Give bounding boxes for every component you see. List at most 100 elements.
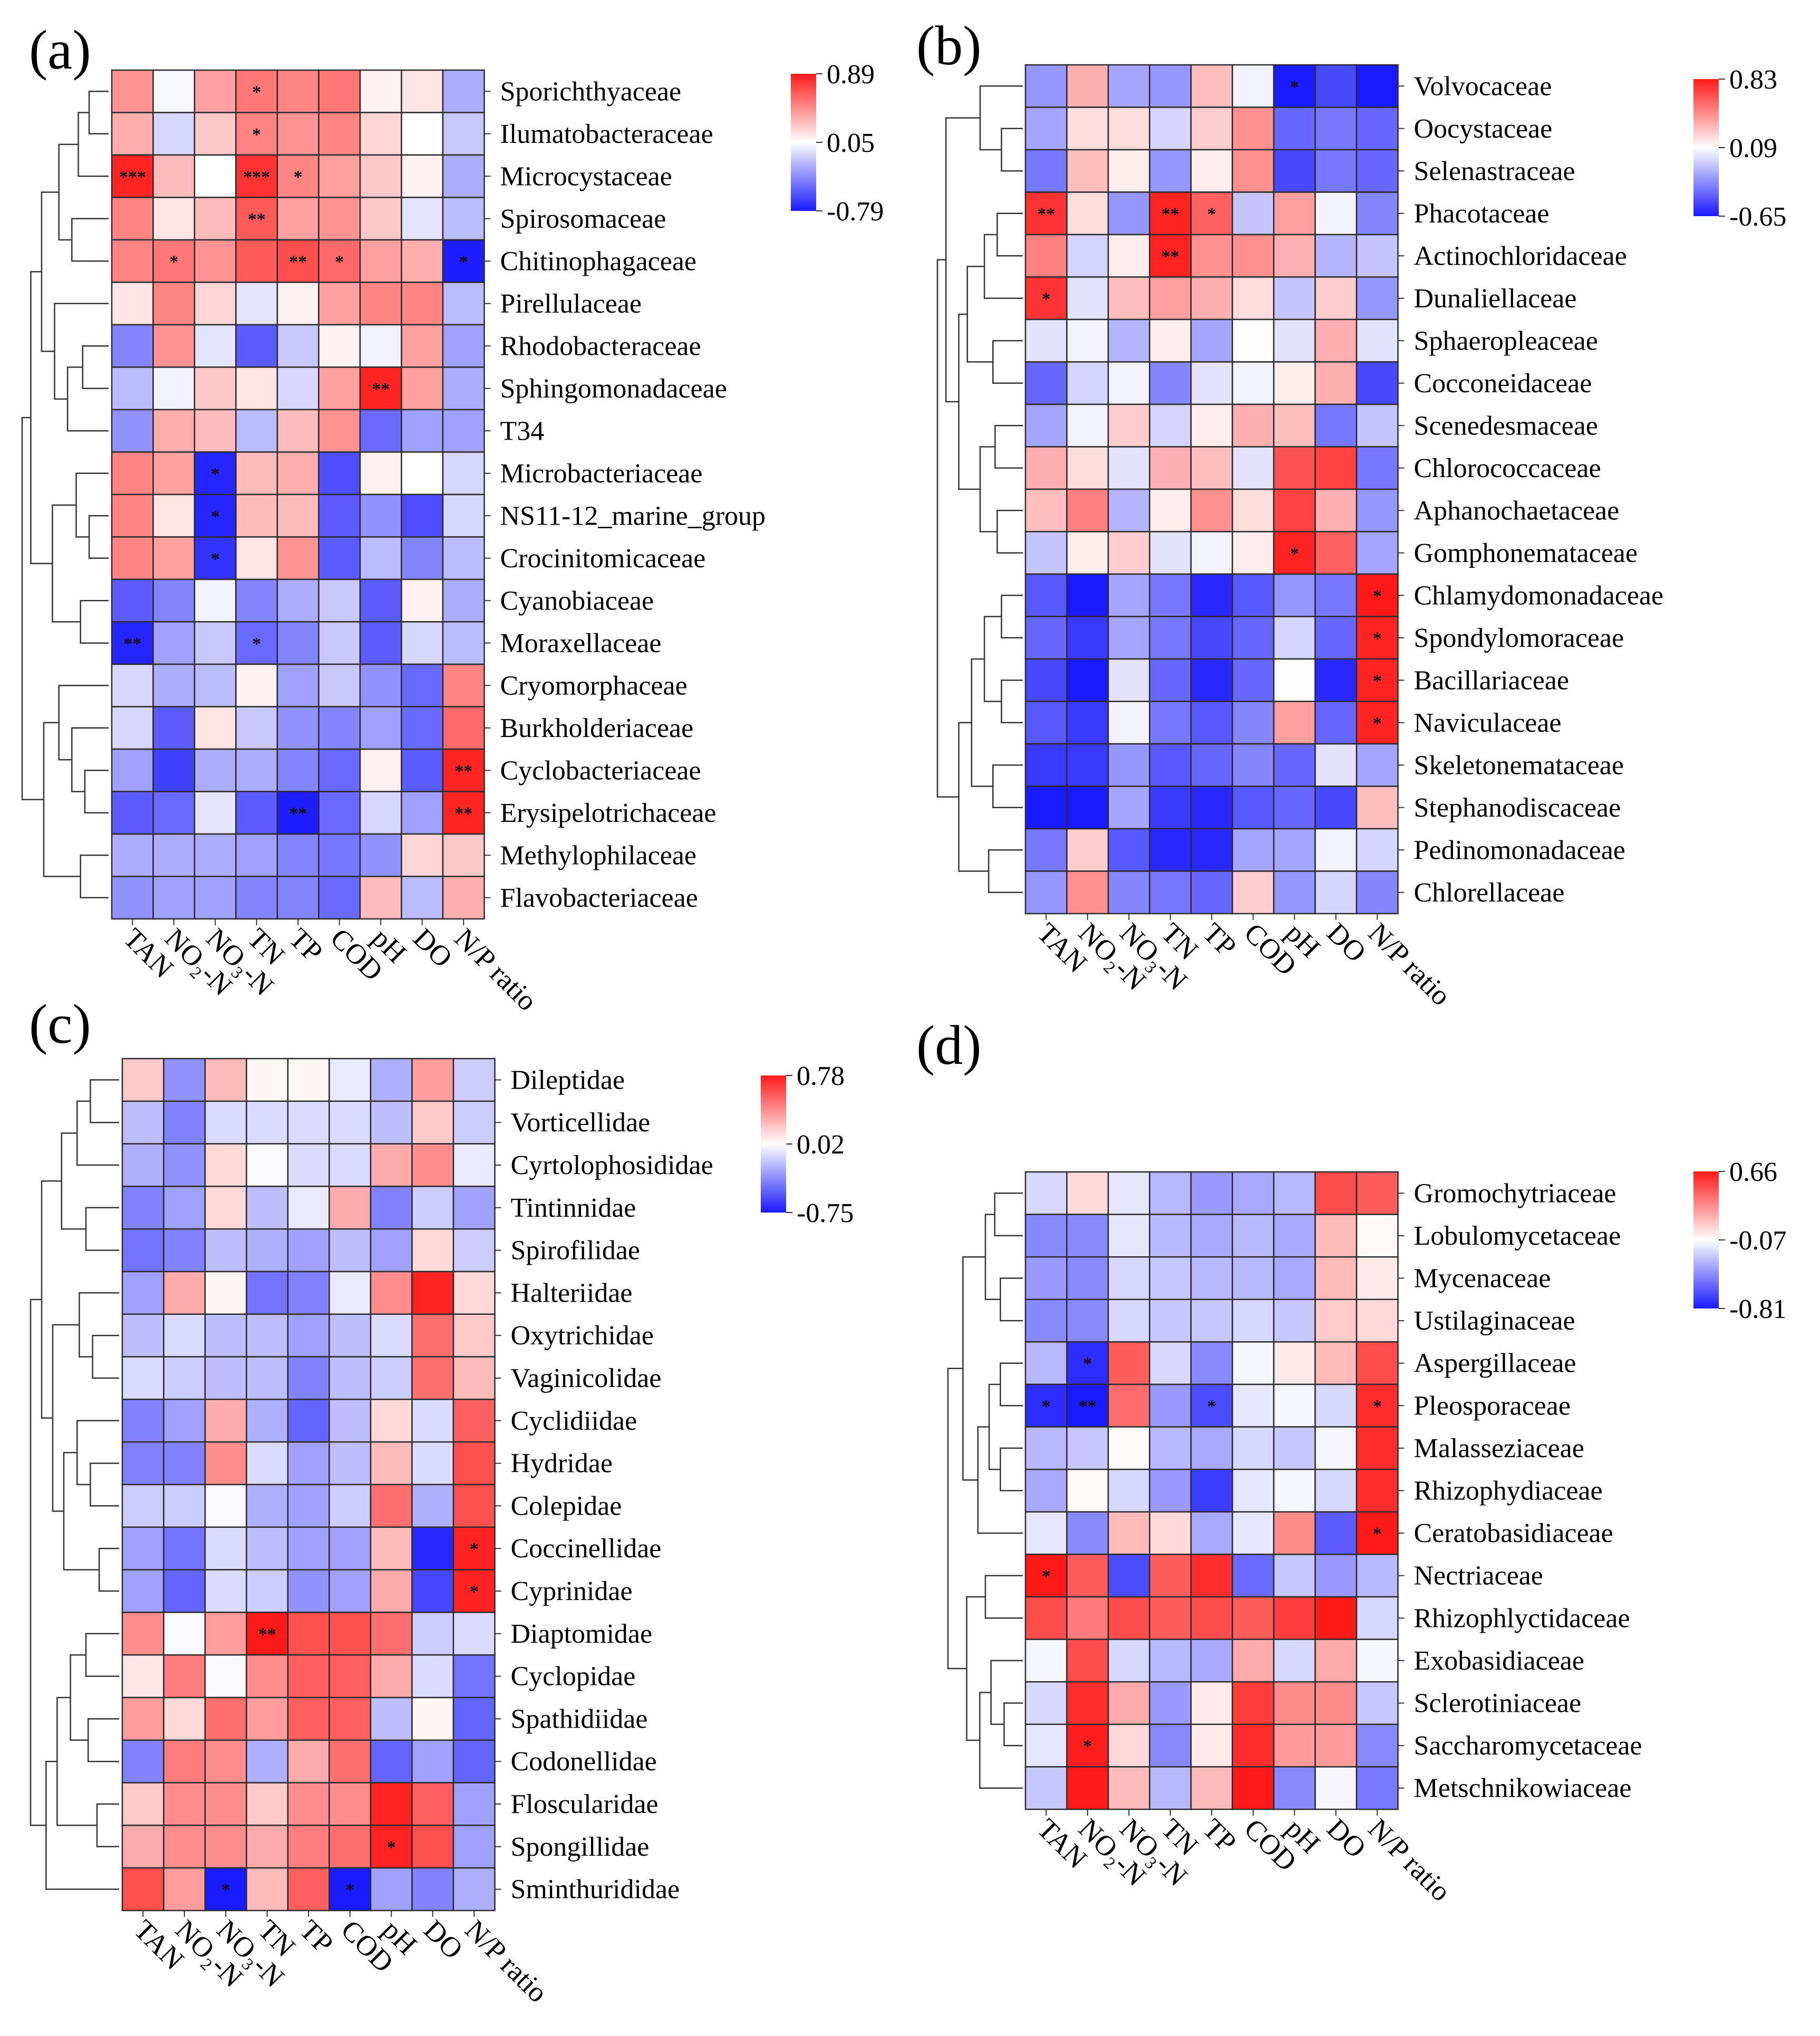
heatmap-cell (318, 748, 361, 792)
heatmap-cell (1190, 786, 1233, 830)
heatmap-cell (246, 1441, 289, 1486)
heatmap-cell (401, 493, 444, 538)
row-label: Chitinophagaceae (500, 246, 697, 276)
row-label: Naviculaceae (1414, 708, 1562, 738)
heatmap-cell (287, 1399, 330, 1443)
heatmap-cell (1107, 361, 1150, 405)
heatmap-cell (121, 1186, 164, 1230)
heatmap-cell (411, 1441, 454, 1486)
heatmap-cell (328, 1526, 372, 1570)
heatmap-cell (1356, 1681, 1399, 1725)
heatmap-cell (246, 1313, 289, 1358)
heatmap-cell (246, 1569, 289, 1613)
heatmap-cell (163, 1782, 206, 1826)
row-label: Sporichthyaceae (500, 76, 682, 106)
heatmap-cell (370, 1696, 413, 1741)
heatmap-cell (1107, 1596, 1150, 1640)
heatmap-cell (359, 451, 402, 496)
heatmap-cell (1190, 531, 1233, 575)
heatmap-cell (152, 621, 196, 665)
heatmap-cell (1149, 1171, 1192, 1215)
heatmap-cell (1066, 1256, 1109, 1301)
row-label: Cyprinidae (511, 1576, 633, 1606)
row-label: Pleosporaceae (1414, 1391, 1571, 1421)
heatmap-cell (1356, 1723, 1399, 1768)
heatmap-cell (111, 663, 154, 707)
heatmap-cell (163, 1058, 206, 1102)
heatmap-cell (1273, 1171, 1316, 1215)
row-label: Floscularidae (511, 1789, 659, 1819)
heatmap-cell (152, 791, 196, 835)
significance-marker: * (252, 82, 261, 102)
heatmap-cell (163, 1569, 206, 1613)
heatmap-cell (1232, 149, 1275, 193)
heatmap-cell (1190, 870, 1233, 915)
heatmap-cell (401, 791, 444, 835)
heatmap-cell (1190, 1511, 1233, 1555)
heatmap-cell (276, 409, 320, 453)
heatmap-cell (1232, 403, 1275, 448)
heatmap-cell (163, 1228, 206, 1273)
heatmap-cell (235, 493, 278, 538)
dendrogram-branch (66, 366, 109, 432)
row-label: Sclerotiniaceae (1414, 1689, 1582, 1719)
row-label: Coccinellidae (511, 1534, 662, 1564)
heatmap-cell (1190, 234, 1233, 278)
heatmap-cell (1314, 1426, 1358, 1470)
row-label: Volvocaceae (1414, 71, 1552, 101)
heatmap-cell (193, 451, 237, 496)
heatmap-cell (370, 1654, 413, 1699)
row-label: Oxytrichidae (511, 1321, 654, 1351)
heatmap-cell (401, 536, 444, 580)
heatmap-cell (1273, 446, 1316, 490)
heatmap-cell (452, 1654, 496, 1699)
significance-marker: * (211, 549, 220, 569)
heatmap-cell (442, 112, 485, 156)
heatmap-cell (276, 451, 320, 496)
heatmap-cell (246, 1825, 289, 1869)
heatmap-cell (152, 493, 196, 538)
heatmap-cell (246, 1867, 289, 1912)
heatmap-cell (1107, 1639, 1150, 1683)
heatmap-cell (1066, 1468, 1109, 1513)
dendrogram-branch (994, 425, 1023, 469)
row-label: Spongillidae (511, 1832, 650, 1862)
heatmap-cell (1190, 1468, 1233, 1513)
row-label: Gromochytriaceae (1414, 1178, 1616, 1208)
heatmap-cell (1273, 1681, 1316, 1725)
heatmap-cell (370, 1526, 413, 1570)
heatmap-cell (1232, 743, 1275, 787)
heatmap-cell (1314, 361, 1358, 405)
heatmap-cell (328, 1228, 372, 1273)
heatmap-cell (193, 197, 237, 241)
row-label: Cyclobacteriaceae (500, 755, 701, 786)
heatmap-cell (1314, 701, 1358, 745)
heatmap-cell (1356, 786, 1399, 830)
heatmap-cell (276, 69, 320, 113)
heatmap-cell (1024, 1639, 1068, 1683)
heatmap-cell (1356, 743, 1399, 787)
colorbar-label: 0.66 (1729, 1157, 1777, 1187)
heatmap-cell (1190, 149, 1233, 193)
heatmap-cell (235, 663, 278, 707)
heatmap-cell (442, 154, 485, 198)
row-label: Rhizophlyctidaceae (1414, 1603, 1630, 1633)
heatmap-cell (1273, 276, 1316, 321)
significance-marker: ** (454, 804, 472, 823)
heatmap-cell (1314, 191, 1358, 236)
heatmap-cell (276, 366, 320, 411)
heatmap-cell (235, 791, 278, 835)
heatmap-cell (1232, 1468, 1275, 1513)
heatmap-cell (452, 1228, 496, 1273)
heatmap-cell (328, 1739, 372, 1783)
dendrogram-branch (76, 1100, 119, 1166)
row-label: Skeletonemataceae (1414, 750, 1624, 780)
heatmap-cell (1314, 1681, 1358, 1725)
row-label: Codonellidae (511, 1747, 657, 1777)
dendrogram-branch (63, 1452, 100, 1570)
dendrogram-branch (88, 515, 109, 559)
heatmap-cell (1314, 446, 1358, 490)
row-label: Spathidiidae (511, 1704, 648, 1734)
heatmap-cell (359, 493, 402, 538)
heatmap-cell (1024, 106, 1068, 151)
